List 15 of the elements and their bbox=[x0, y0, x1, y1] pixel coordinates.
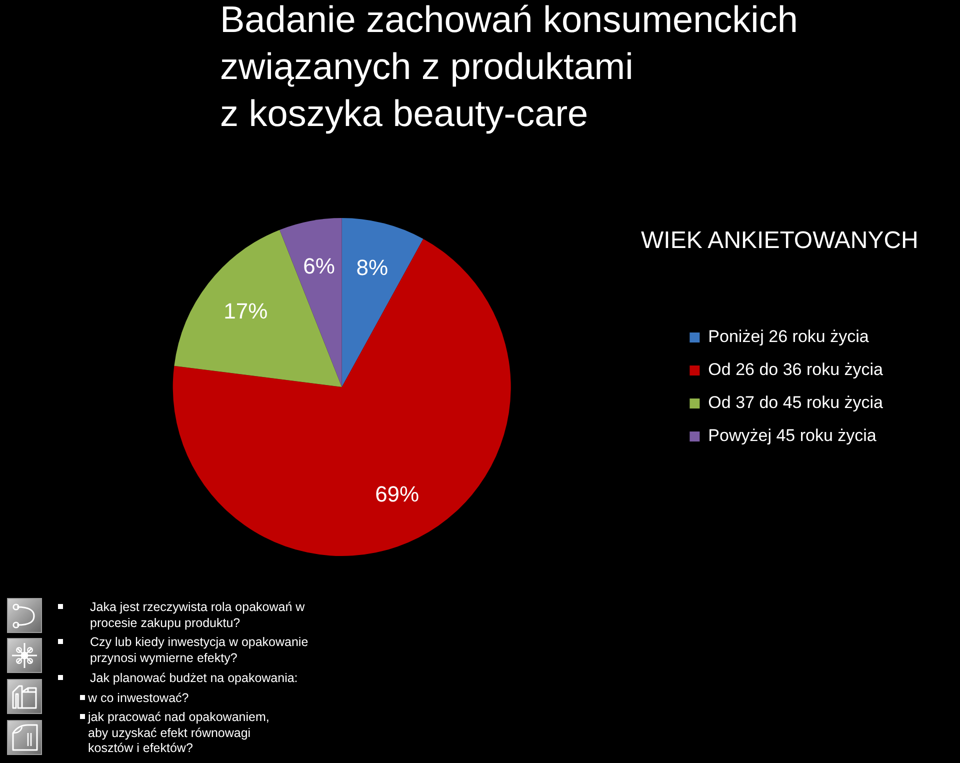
data-label: 17% bbox=[224, 298, 268, 324]
data-label: 69% bbox=[375, 481, 420, 506]
text: Czy lub kiedy inwestycja w opakowanie przynosi wymierne efekty? bbox=[90, 635, 308, 666]
text: w co inwestować? bbox=[88, 691, 189, 706]
data-label: 6% bbox=[303, 254, 335, 279]
legend-label: Od 26 do 36 roku życia bbox=[708, 360, 884, 380]
text: Jaka jest rzeczywista rola opakowań w procesie zakupu produktu? bbox=[90, 600, 305, 631]
chart-subtitle: WIEK ANKIETOWANYCH bbox=[641, 226, 918, 256]
legend-label: Poniżej 26 roku życia bbox=[708, 327, 870, 346]
text: Jak planować budżet na opakowania: bbox=[90, 671, 298, 686]
text: jak pracować nad opakowaniem, aby uzyskać efekt równowagi kosztów i efektów? bbox=[88, 710, 270, 756]
chart-title: Badanie zachowań konsumenckich związanych z produktami z koszyka beauty-care bbox=[220, 0, 798, 136]
legend-label: Od 37 do 45 roku życia bbox=[708, 393, 884, 412]
data-label: 8% bbox=[356, 255, 388, 280]
legend-label: Powyżej 45 roku życia bbox=[708, 426, 877, 446]
